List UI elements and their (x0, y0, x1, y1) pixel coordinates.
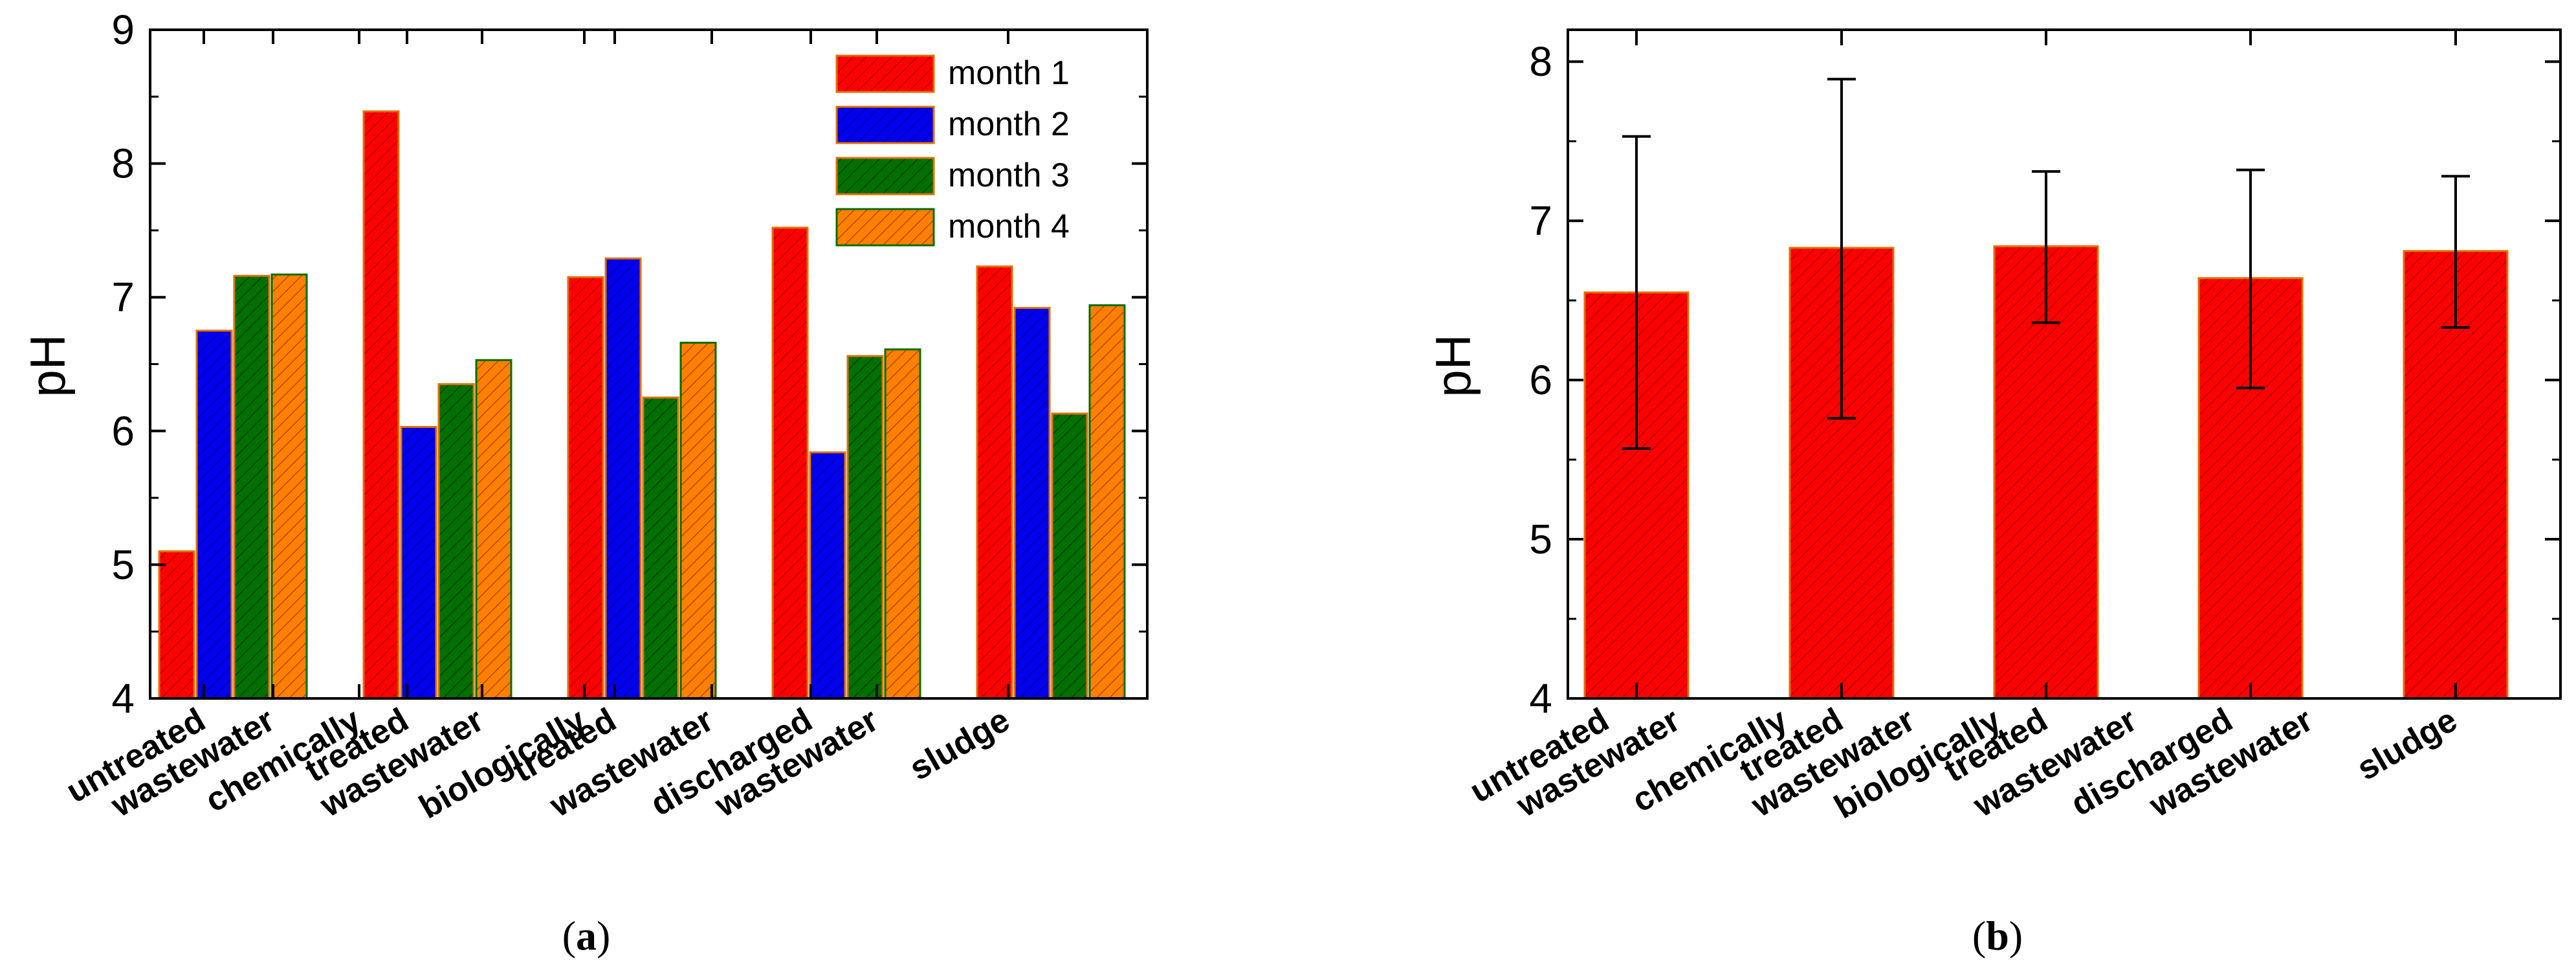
bar-month-1-5 (976, 265, 1013, 700)
bar-month-1-2 (362, 110, 400, 700)
y-tick-label: 8 (1529, 38, 1552, 85)
caption-paren: ) (597, 913, 610, 959)
bar-month-3-2 (437, 383, 475, 700)
chart-b-y-ticks: 4 5 6 7 8 (1529, 38, 2560, 722)
y-tick-label: 9 (111, 6, 135, 53)
y-tick-label: 5 (111, 541, 135, 588)
category-label: sludge (2351, 701, 2463, 788)
bar-month-3-1 (233, 274, 270, 700)
caption-letter: a (576, 913, 597, 959)
y-tick-label: 6 (111, 408, 135, 454)
legend-swatch-month-4 (835, 208, 935, 247)
category-label: sludge (903, 701, 1016, 788)
chart-b-y-axis-title: pH (1426, 334, 1481, 397)
bar-month-4-3 (679, 341, 717, 700)
bar-month-2-3 (604, 257, 642, 700)
chart-panel-b: 4 5 6 7 8 untreatedwastewaterchemicallytreat… (1426, 28, 2562, 959)
chart-a-category-labels: untreatedwastewaterchemicallytreatedwast… (60, 701, 1016, 826)
y-tick-label: 6 (1529, 357, 1552, 403)
bar-month-3-5 (1051, 412, 1088, 700)
caption-paren: ) (2009, 913, 2023, 959)
legend-label: month 2 (948, 106, 1070, 143)
legend-label: month 1 (948, 54, 1070, 92)
chart-b-category-labels: untreatedwastewaterchemicallytreatedwast… (1464, 701, 2463, 826)
bar-month-1-3 (567, 276, 604, 700)
legend-label: month 4 (948, 208, 1070, 245)
bar-month-1-4 (771, 227, 809, 700)
bar-month-2-2 (400, 426, 437, 700)
bar-month-2-5 (1013, 307, 1051, 700)
y-tick-label: 5 (1529, 516, 1552, 562)
bar-month-4-2 (475, 359, 512, 700)
bar-month-4-1 (270, 273, 308, 700)
y-tick-label: 4 (111, 675, 135, 722)
legend-label: month 3 (948, 157, 1070, 194)
y-tick-label: 8 (111, 140, 135, 187)
caption-letter: b (1986, 913, 2009, 959)
bar-month-1-1 (158, 550, 195, 700)
bar-month-2-4 (809, 451, 846, 700)
legend-swatch-month-1 (835, 54, 935, 93)
y-tick-label: 7 (1529, 197, 1552, 244)
chart-a-y-ticks: 4 5 6 7 8 9 (111, 6, 1147, 722)
chart-a-bars (158, 110, 1126, 700)
bar-month-2-1 (195, 329, 233, 700)
caption-paren: ( (1972, 913, 1986, 959)
bar-month-3-4 (846, 355, 884, 700)
bar-month-4-4 (884, 348, 921, 700)
y-tick-label: 4 (1529, 675, 1552, 722)
caption-paren: ( (562, 913, 576, 959)
legend-swatch-month-2 (835, 106, 935, 144)
legend-swatch-month-3 (835, 157, 935, 195)
plot-frame (1567, 28, 2562, 700)
bar-month-3-3 (642, 396, 679, 700)
bar-month-4-5 (1088, 304, 1126, 700)
chart-a-caption: (a) (562, 913, 611, 959)
chart-b-error-bars (1622, 78, 2470, 450)
chart-a-legend: month 1 month 2 month 3 month 4 (835, 54, 1070, 247)
y-tick-label: 7 (111, 274, 135, 320)
chart-panel-a: 4 5 6 7 8 9 untreatedwastewaterchemicallytrea… (21, 6, 1149, 959)
chart-b-caption: (b) (1972, 913, 2023, 959)
chart-a-y-axis-title: pH (21, 334, 76, 397)
chart-b-axes (1567, 28, 2562, 700)
